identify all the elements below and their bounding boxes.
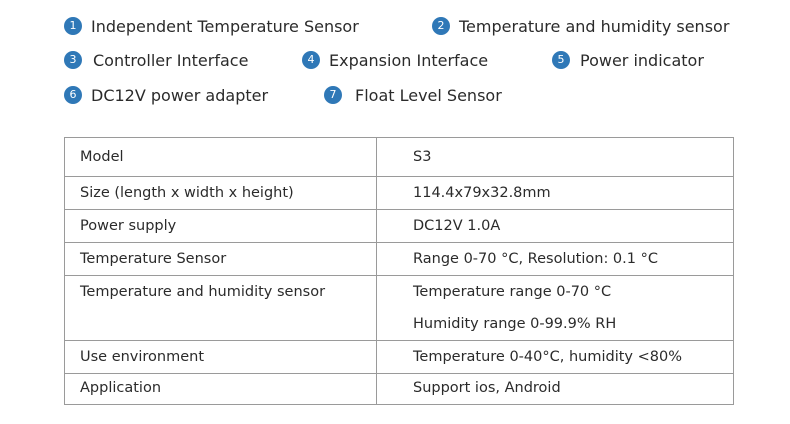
spec-value: 114.4x79x32.8mm (413, 185, 551, 201)
table-row: Power supply DC12V 1.0A (64, 209, 734, 243)
spec-label: Use environment (80, 349, 205, 365)
spec-value: DC12V 1.0A (413, 218, 501, 234)
legend-label: Expansion Interface (329, 50, 489, 70)
spec-value-cell: Temperature range 0-70 °C Humidity range… (376, 275, 734, 341)
legend-label: DC12V power adapter (91, 85, 269, 105)
spec-table: Model S3 Size (length x width x height) … (64, 137, 734, 405)
spec-value-cell: 114.4x79x32.8mm (376, 176, 734, 210)
spec-value: Range 0-70 °C, Resolution: 0.1 °C (413, 251, 658, 267)
number-badge: 1 (64, 17, 82, 35)
spec-value: Temperature 0-40°C, humidity <80% (413, 349, 682, 365)
spec-label: Temperature and humidity sensor (80, 284, 326, 300)
spec-value-cell: S3 (376, 137, 734, 177)
spec-label-cell: Use environment (64, 340, 377, 374)
legend-item-expansion-interface: 4 Expansion Interface (302, 49, 488, 71)
spec-label: Size (length x width x height) (80, 185, 294, 201)
spec-value: Humidity range 0-99.9% RH (413, 316, 617, 332)
spec-label: Application (80, 380, 162, 396)
spec-label-cell: Application (64, 373, 377, 405)
table-row: Application Support ios, Android (64, 373, 734, 405)
legend-label: Independent Temperature Sensor (91, 16, 359, 36)
number-badge: 2 (432, 17, 450, 35)
spec-value-cell: Support ios, Android (376, 373, 734, 405)
table-row: Use environment Temperature 0-40°C, humi… (64, 340, 734, 374)
legend-item-dc12v-power-adapter: 6 DC12V power adapter (64, 84, 268, 106)
legend-label: Float Level Sensor (355, 85, 502, 105)
spec-value: Temperature range 0-70 °C (413, 284, 612, 300)
number-badge: 4 (302, 51, 320, 69)
spec-value-cell: DC12V 1.0A (376, 209, 734, 243)
spec-label: Temperature Sensor (80, 251, 227, 267)
table-row: Model S3 (64, 137, 734, 177)
table-row: Temperature and humidity sensor Temperat… (64, 275, 734, 341)
legend-label: Controller Interface (93, 50, 249, 70)
legend-item-independent-temperature-sensor: 1 Independent Temperature Sensor (64, 15, 359, 37)
legend-item-float-level-sensor: 7 Float Level Sensor (324, 84, 502, 106)
spec-value-cell: Temperature 0-40°C, humidity <80% (376, 340, 734, 374)
number-badge: 6 (64, 86, 82, 104)
number-badge: 5 (552, 51, 570, 69)
spec-value: S3 (413, 149, 432, 165)
spec-label-cell: Temperature and humidity sensor (64, 275, 377, 341)
spec-value: Support ios, Android (413, 380, 561, 396)
spec-value-cell: Range 0-70 °C, Resolution: 0.1 °C (376, 242, 734, 276)
spec-label-cell: Size (length x width x height) (64, 176, 377, 210)
table-row: Size (length x width x height) 114.4x79x… (64, 176, 734, 210)
number-badge: 3 (64, 51, 82, 69)
legend-label: Temperature and humidity sensor (459, 16, 730, 36)
legend-label: Power indicator (580, 50, 704, 70)
table-row: Temperature Sensor Range 0-70 °C, Resolu… (64, 242, 734, 276)
legend-item-power-indicator: 5 Power indicator (552, 49, 704, 71)
spec-label: Model (80, 149, 124, 165)
spec-label: Power supply (80, 218, 177, 234)
number-badge: 7 (324, 86, 342, 104)
legend-item-temperature-humidity-sensor: 2 Temperature and humidity sensor (432, 15, 729, 37)
spec-label-cell: Temperature Sensor (64, 242, 377, 276)
spec-label-cell: Power supply (64, 209, 377, 243)
spec-label-cell: Model (64, 137, 377, 177)
legend-item-controller-interface: 3 Controller Interface (64, 49, 248, 71)
